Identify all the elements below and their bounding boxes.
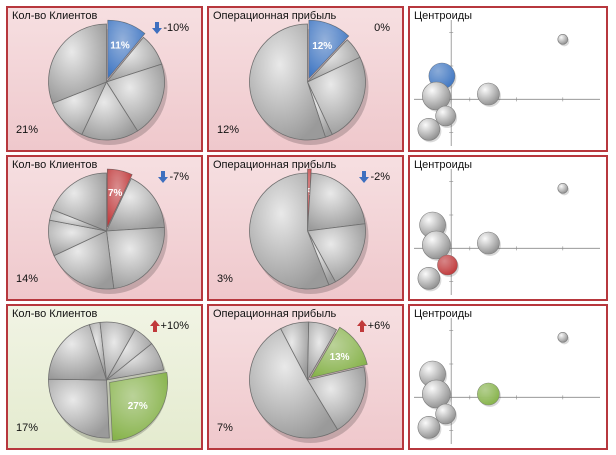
pie-chart: 12% xyxy=(249,19,369,145)
profit-panel: 12% Операционная прибыль 0% 12% xyxy=(207,6,404,152)
panel-title: Кол-во Клиентов xyxy=(12,159,98,171)
pie-slice xyxy=(249,23,326,141)
pie-slice-tint xyxy=(310,327,368,378)
scatter-chart xyxy=(414,169,600,295)
centroid-point xyxy=(422,230,451,260)
panel-title: Центроиды xyxy=(414,10,473,22)
centroids-panel: Центроиды xyxy=(408,304,608,450)
pie-slice xyxy=(307,321,338,381)
arrow-down-icon xyxy=(158,171,169,183)
profit-panel: 13% Операционная прибыль +6% 7% xyxy=(207,304,404,450)
profit-panel: 1% Операционная прибыль -2% 3% xyxy=(207,155,404,301)
pie-slice xyxy=(106,343,165,381)
share-percent: 3% xyxy=(217,273,233,285)
trend-indicator: 0% xyxy=(374,22,390,34)
pie-slice xyxy=(249,172,330,290)
panel-title: Центроиды xyxy=(414,308,473,320)
pie-slice-tint xyxy=(107,20,145,79)
trend-value: -10% xyxy=(163,22,189,34)
pie-slice-tint xyxy=(308,20,349,79)
pie-slice xyxy=(306,366,366,431)
pie-slice xyxy=(249,328,339,439)
pie-slice-label: 11% xyxy=(110,40,130,51)
centroid-point xyxy=(557,332,569,343)
pie-slice xyxy=(81,81,139,141)
pie-slice xyxy=(48,23,107,104)
pie-slice-label: 12% xyxy=(312,41,332,52)
pie-slice xyxy=(48,324,108,381)
pie-slice xyxy=(306,223,366,283)
centroid-point xyxy=(557,183,569,194)
pie-chart: 11% xyxy=(48,19,168,145)
centroid-point xyxy=(435,105,456,127)
centroid-point xyxy=(417,267,441,290)
pie-slice-label: 27% xyxy=(128,401,148,412)
trend-indicator: -7% xyxy=(158,171,189,183)
share-percent: 21% xyxy=(16,124,39,136)
panel-title: Операционная прибыль xyxy=(213,159,337,171)
pie-chart: 7% xyxy=(48,168,168,294)
pie-slice xyxy=(105,177,165,232)
panel-title: Центроиды xyxy=(414,159,473,171)
centroid-point xyxy=(422,81,451,111)
clients-panel: 7% Кол-во Клиентов -7% 14% xyxy=(6,155,203,301)
trend-value: -7% xyxy=(169,171,189,183)
centroid-point xyxy=(435,403,456,425)
share-percent: 12% xyxy=(217,124,240,136)
clients-panel: 11% Кол-во Клиентов -10% 21% xyxy=(6,6,203,152)
centroid-point xyxy=(417,118,441,141)
share-percent: 14% xyxy=(16,273,39,285)
centroids-panel: Центроиды xyxy=(408,6,608,152)
trend-indicator: +10% xyxy=(149,320,189,332)
panel-title: Кол-во Клиентов xyxy=(12,308,98,320)
centroid-point xyxy=(477,231,500,255)
trend-value: -2% xyxy=(370,171,390,183)
arrow-down-icon xyxy=(359,171,370,183)
pie-slice xyxy=(48,378,110,439)
panel-title: Кол-во Клиентов xyxy=(12,10,98,22)
trend-indicator: -10% xyxy=(152,22,189,34)
arrow-down-icon xyxy=(152,22,163,34)
pie-slice xyxy=(307,172,366,232)
pie-chart: 1% xyxy=(249,168,369,294)
pie-slice-label: 13% xyxy=(330,352,350,363)
pie-slice-label: 1% xyxy=(302,187,317,198)
trend-value: +6% xyxy=(367,320,390,332)
trend-value: +10% xyxy=(160,320,189,332)
pie-slice-tint xyxy=(107,169,133,228)
pie-chart: 27% xyxy=(48,321,168,443)
pie-slice-label: 7% xyxy=(108,188,123,199)
share-percent: 17% xyxy=(16,422,39,434)
arrow-up-icon xyxy=(356,320,367,332)
pie-slice xyxy=(53,230,115,290)
trend-indicator: -2% xyxy=(359,171,390,183)
arrow-up-icon xyxy=(149,320,160,332)
centroid-point xyxy=(477,82,500,106)
centroid-point xyxy=(417,416,441,439)
pie-chart: 13% xyxy=(249,321,369,443)
panel-title: Операционная прибыль xyxy=(213,10,337,22)
trend-indicator: +6% xyxy=(356,320,390,332)
centroid-point-tint xyxy=(477,383,500,405)
centroid-point-tint xyxy=(437,255,458,275)
pie-slice-tint xyxy=(109,372,168,441)
centroid-point xyxy=(422,379,451,409)
pie-slice xyxy=(306,56,366,136)
share-percent: 7% xyxy=(217,422,233,434)
panel-title: Операционная прибыль xyxy=(213,308,337,320)
scatter-chart xyxy=(414,318,600,444)
pie-slice xyxy=(52,172,107,232)
centroid-point xyxy=(557,34,569,45)
clients-panel: 27% Кол-во Клиентов +10% 17% xyxy=(6,304,203,450)
pie-slice xyxy=(105,63,165,132)
scatter-chart xyxy=(414,20,600,146)
trend-value: 0% xyxy=(374,22,390,34)
centroids-panel: Центроиды xyxy=(408,155,608,301)
pie-slice xyxy=(106,226,165,289)
